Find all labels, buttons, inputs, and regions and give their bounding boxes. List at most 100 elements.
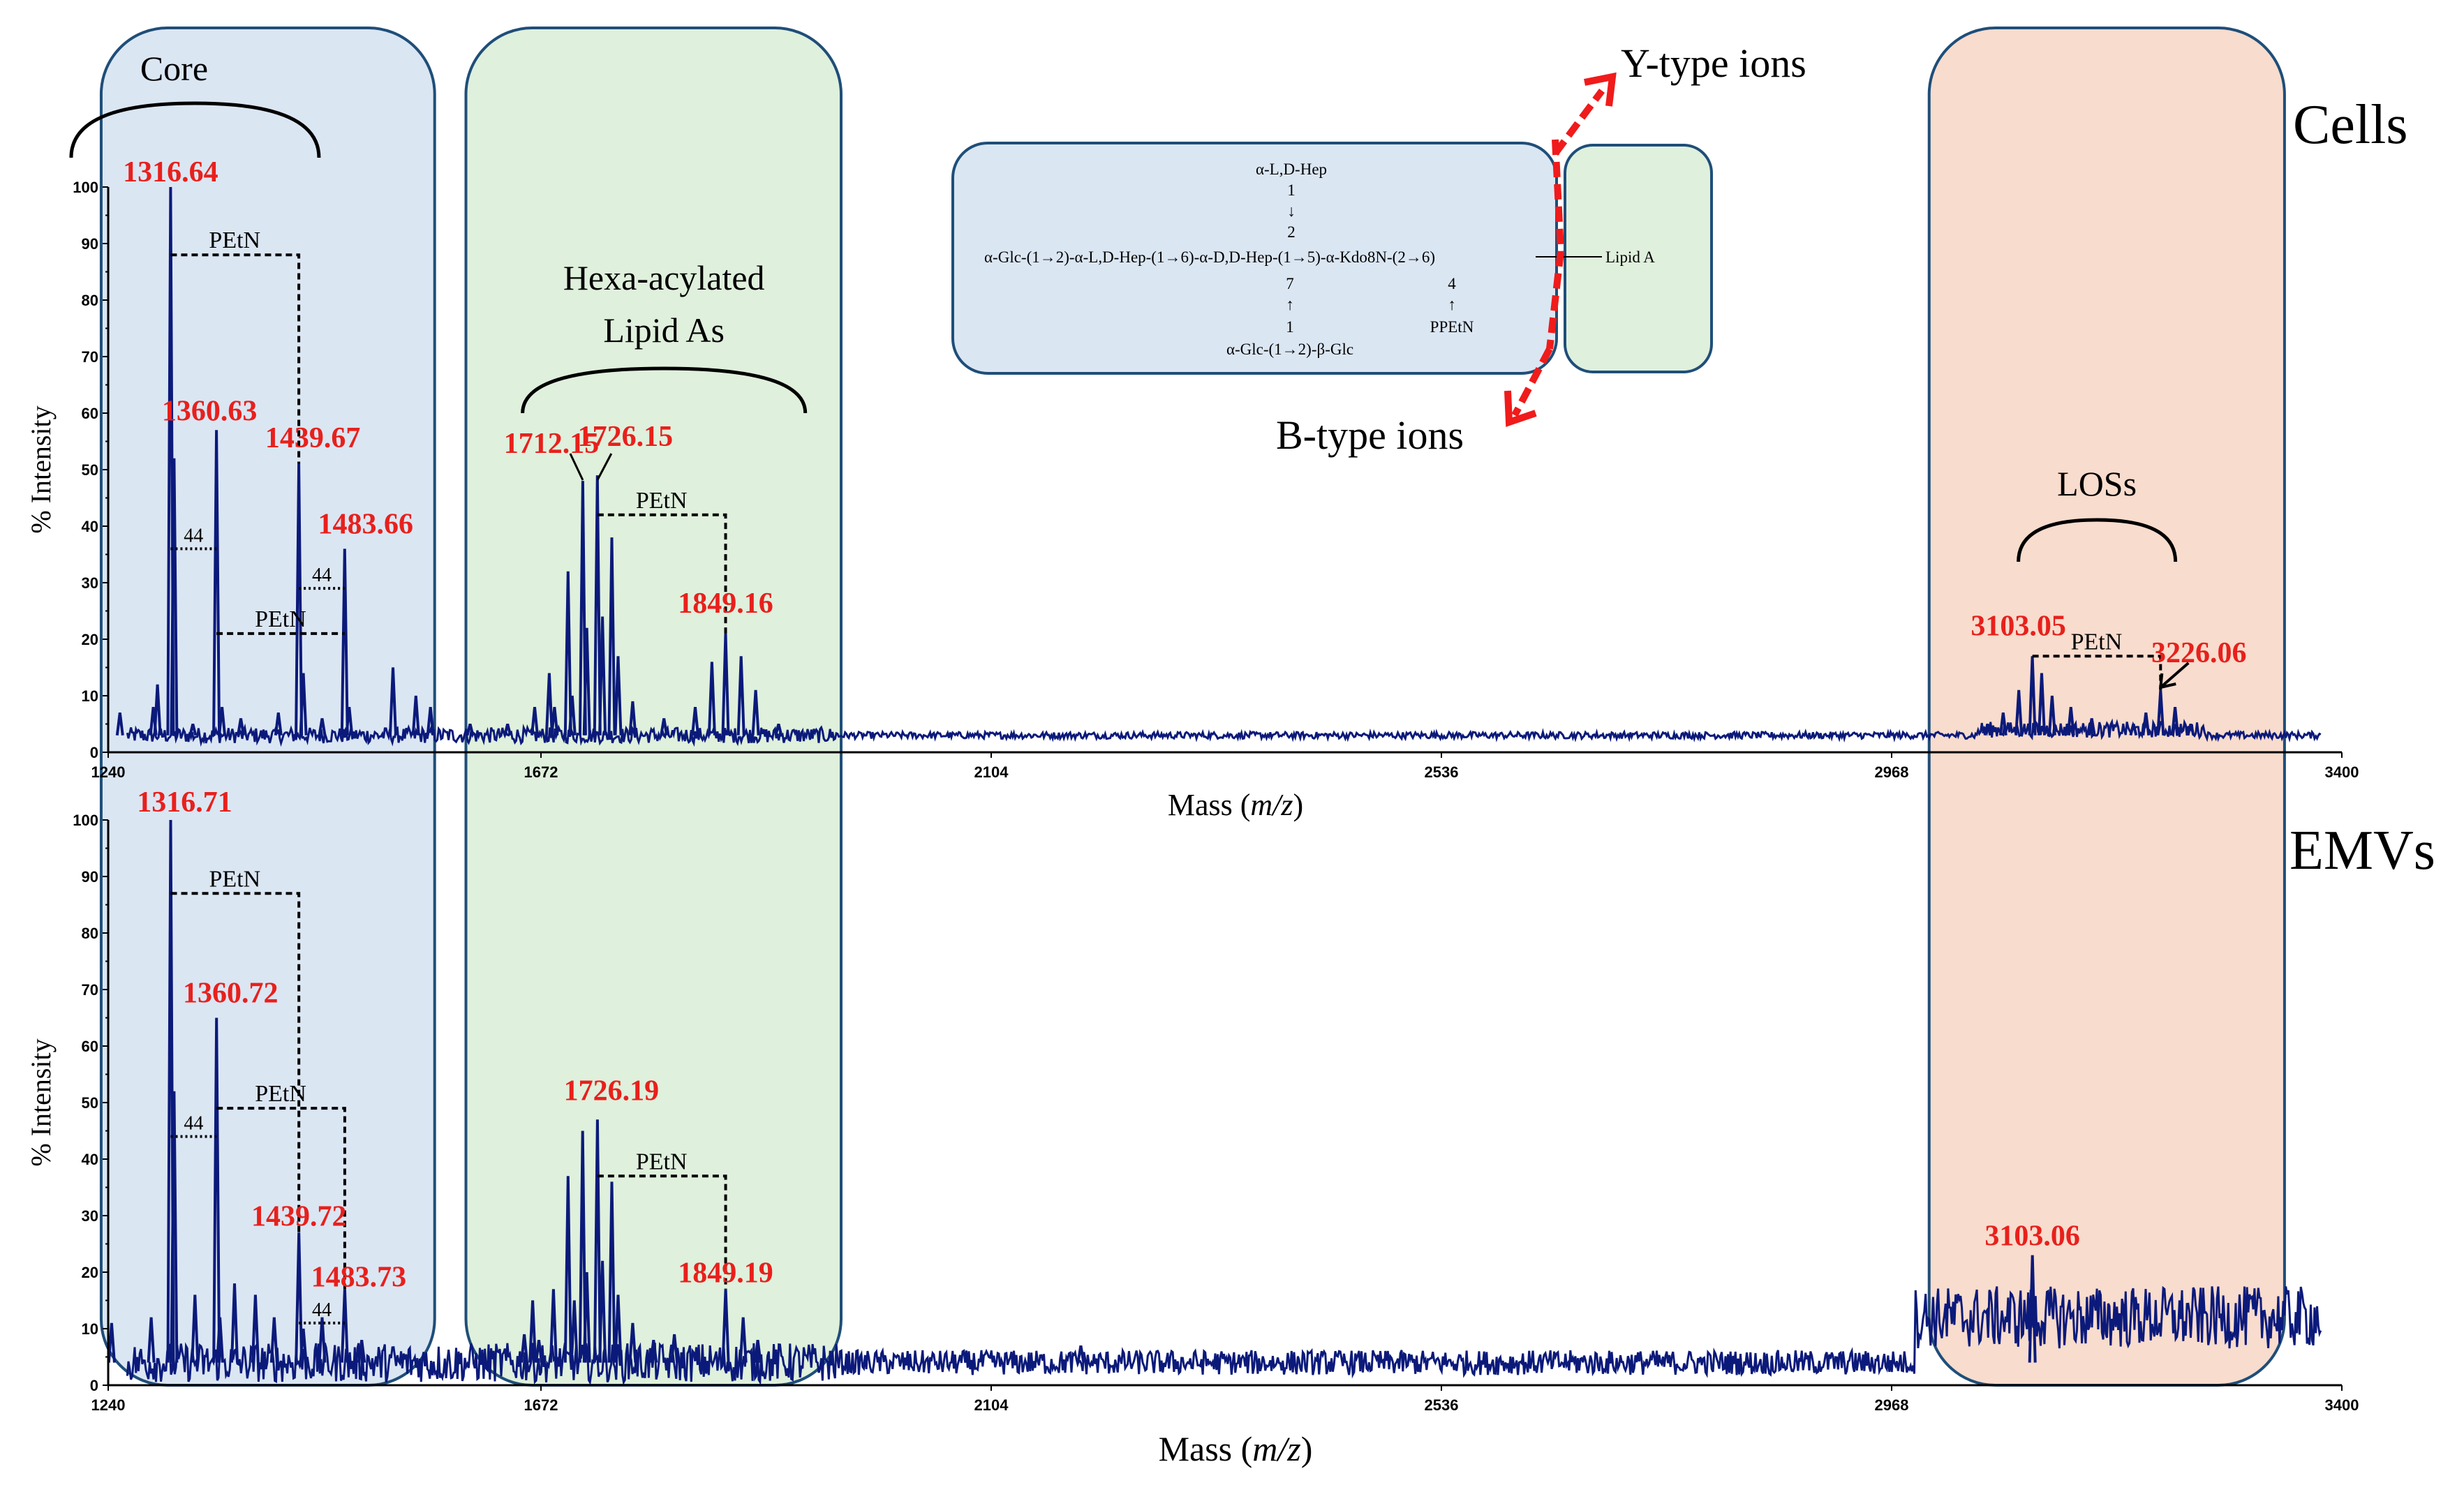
cells-peak-1640 — [503, 724, 512, 736]
emvs-peak-1726_19 — [593, 1119, 602, 1363]
structure-main-chain: α-Glc-(1→2)-α-L,D-Hep-(1→6)-α-D,D-Hep-(1… — [984, 248, 1435, 266]
cells-peak-1666 — [530, 707, 539, 736]
emvs-ytick-label: 50 — [82, 1094, 98, 1112]
emvs-x-axis-label: Mass (m/z) — [1159, 1429, 1313, 1468]
emvs-xtick-label: 3400 — [2325, 1396, 2359, 1414]
cells-peak-1900 — [774, 724, 783, 736]
emvs-peak-1398 — [251, 1294, 260, 1363]
cells-peak-3112 — [2038, 673, 2046, 736]
cells-peak-1790 — [660, 718, 669, 736]
cells-ytick-label: 70 — [82, 348, 98, 366]
emvs-annotation-label: 44 — [184, 1113, 203, 1135]
emvs-peak-3103_06 — [2028, 1255, 2037, 1363]
emvs-peak-1320 — [170, 1091, 179, 1363]
cells-peak-label: 3103.05 — [1971, 610, 2066, 642]
cells-peak-label: 1316.64 — [123, 156, 218, 188]
emvs-peak-1760 — [628, 1322, 637, 1363]
emvs-peak-1439_72 — [295, 1232, 304, 1363]
cells-spectrum-panel: 0 10 20 30 40 50 60 70 80 90 100 1240 1672 2104 2536 29… — [25, 94, 2407, 822]
structure-linkage-1: 1 — [1287, 181, 1296, 199]
emvs-peak-label: 1849.19 — [678, 1257, 773, 1289]
structure-arrow-up-b: ↑ — [1448, 296, 1456, 313]
emvs-annotation-bracket — [170, 892, 301, 1233]
cells-annotation-bracket — [170, 253, 301, 464]
cells-peak-1702 — [567, 695, 577, 736]
emvs-xtick-label: 2968 — [1875, 1396, 1909, 1414]
region-labels: Core Hexa-acylated Lipid As LOSs — [69, 49, 2178, 562]
cells-peak-1740 — [607, 537, 616, 736]
core-brace — [69, 101, 321, 158]
emvs-peak-2190 — [1076, 1345, 1085, 1363]
emvs-peak-1712 — [578, 1130, 587, 1363]
structure-linkage-7: 7 — [1286, 275, 1294, 292]
cells-peak-1820 — [691, 707, 699, 736]
emvs-ytick-label: 70 — [82, 981, 98, 999]
emvs-xtick-label: 1240 — [91, 1396, 126, 1414]
emvs-ytick-label: 100 — [73, 812, 98, 829]
emvs-xtick-label: 2104 — [974, 1396, 1009, 1414]
cells-xtick-label: 1672 — [524, 763, 558, 781]
cells-peak-1746 — [614, 656, 623, 736]
cells-peak-label: 1483.66 — [318, 508, 414, 540]
structure-hep-branch: α-L,D-Hep — [1256, 161, 1327, 178]
emvs-y-axis-label: % Intensity — [25, 1038, 57, 1166]
b-ion-arrow — [1511, 347, 1553, 417]
cells-peak-1462 — [318, 718, 327, 736]
cells-peak-3122 — [2047, 695, 2056, 736]
emvs-peak-1298 — [147, 1317, 156, 1363]
cells-peak-3090 — [2014, 689, 2024, 736]
emvs-peak-1664 — [528, 1300, 537, 1363]
emvs-annotation-label: PEtN — [255, 1081, 306, 1107]
emvs-peak-1704 — [570, 1300, 579, 1363]
lipid-brace — [521, 366, 808, 414]
los-region-box — [1927, 27, 2286, 1387]
cells-peak-3160 — [2087, 718, 2096, 736]
emvs-ytick-label: 60 — [82, 1038, 98, 1055]
emvs-spectrum-trace — [126, 1285, 2322, 1386]
cells-peak-1444 — [299, 673, 308, 736]
cells-spectrum-trace — [126, 718, 2322, 747]
cells-xtick-label: 2968 — [1875, 763, 1909, 781]
emvs-peak-1462 — [318, 1317, 327, 1363]
cells-xtick-label: 1240 — [91, 763, 126, 781]
cells-peak-1320 — [170, 458, 179, 736]
emvs-annotation-label: PEtN — [636, 1149, 688, 1174]
cells-peak-1726_15 — [593, 475, 602, 736]
cells-peak-3240 — [2171, 707, 2180, 736]
cells-ytick-label: 50 — [82, 461, 98, 479]
core-region-box — [99, 27, 436, 1387]
cells-peak-1685 — [550, 707, 559, 736]
structure-linkage-2: 2 — [1287, 223, 1296, 241]
emvs-peak-1360_72 — [212, 1017, 221, 1363]
emvs-peak-1500 — [357, 1339, 366, 1363]
emvs-peak-1740 — [607, 1181, 616, 1363]
emvs-peak-1866 — [739, 1317, 748, 1363]
cells-peak-label: 1439.67 — [265, 422, 361, 454]
cells-ytick-label: 100 — [73, 179, 98, 196]
cells-peak-1836 — [707, 662, 716, 736]
emvs-annotation-bracket — [597, 1174, 727, 1290]
emvs-peak-1684 — [549, 1289, 558, 1363]
emvs-peak-label: 1726.19 — [564, 1075, 660, 1107]
structure-arrow-up: ↑ — [1286, 296, 1294, 313]
cells-annotation-label: 44 — [312, 565, 332, 586]
emvs-peak-1780 — [649, 1339, 658, 1363]
cells-peak-label: 1726.15 — [578, 421, 674, 453]
lps-structure-diagram: α-L,D-Hep 1 ↓ 2 α-Glc-(1→2)-α-L,D-Hep-(1→6)-… — [951, 40, 1806, 458]
cells-label-arrow — [2159, 662, 2190, 689]
cells-ytick-label: 40 — [82, 518, 98, 535]
cells-peak-1488 — [345, 707, 354, 736]
emvs-ytick-label: 30 — [82, 1207, 98, 1225]
cells-ytick-label: 80 — [82, 292, 98, 309]
emvs-panel-label: EMVs — [2289, 820, 2435, 881]
emvs-peak-label: 1360.72 — [183, 978, 279, 1010]
emvs-peak-1670 — [535, 1339, 543, 1363]
cells-annotation-label: PEtN — [209, 227, 260, 253]
emvs-peak-1656 — [520, 1334, 529, 1363]
cells-peak-1716 — [582, 627, 591, 736]
cells-peak-1698 — [563, 571, 572, 736]
cells-ytick-label: 60 — [82, 405, 98, 422]
region-boxes — [99, 27, 2286, 1387]
cells-annotation-label: PEtN — [255, 606, 306, 632]
